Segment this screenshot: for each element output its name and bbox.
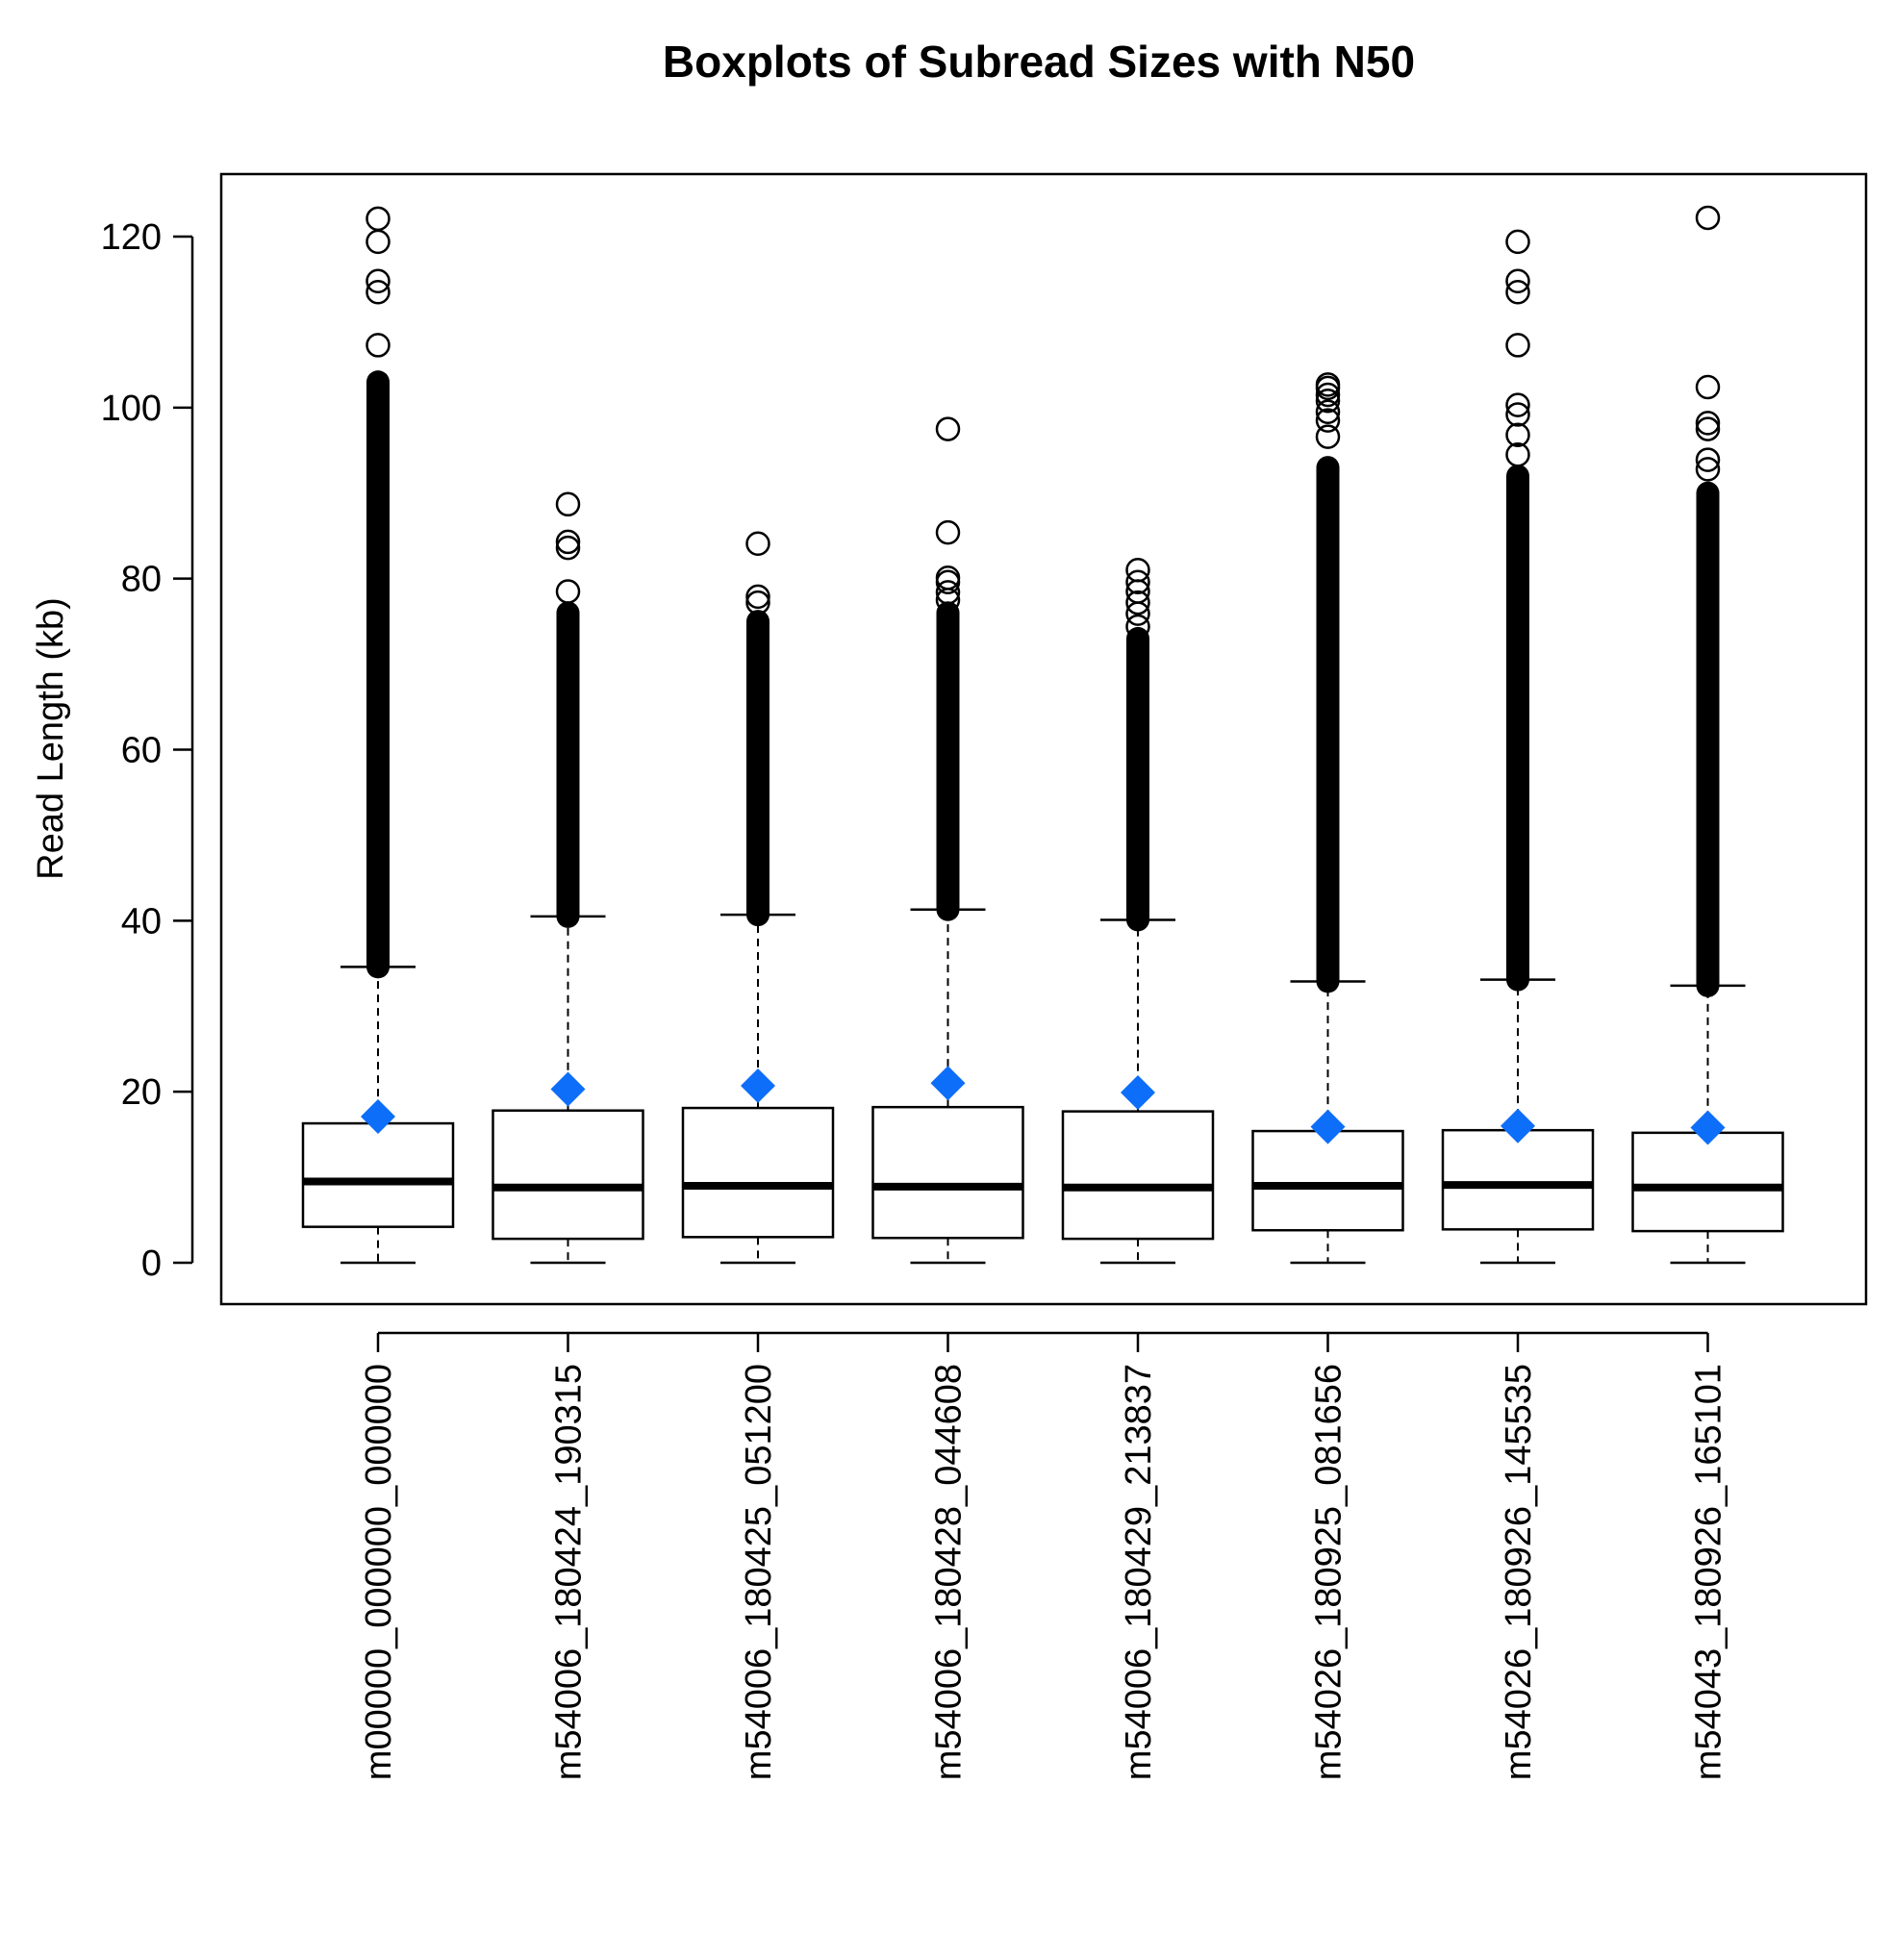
y-tick-label: 20 (121, 1072, 162, 1113)
outlier-point (1125, 590, 1150, 616)
y-tick-label: 120 (101, 217, 162, 258)
y-tick-label: 80 (121, 560, 162, 600)
outlier-point (1125, 569, 1150, 594)
outlier-point (1125, 558, 1150, 583)
outlier-point (1695, 205, 1721, 231)
outlier-point (1505, 422, 1530, 448)
outlier-point (1125, 614, 1150, 640)
box-iqr (1061, 1110, 1215, 1241)
outlier-point (1315, 424, 1341, 449)
n50-marker (930, 1066, 966, 1101)
outlier-point (1315, 399, 1341, 425)
x-tick-label: m54043_180926_165101 (1689, 1364, 1729, 1780)
outlier-point (366, 333, 391, 358)
y-tick-label: 0 (141, 1244, 162, 1284)
outlier-point (1505, 402, 1530, 427)
box-iqr (871, 1105, 1024, 1240)
box-group (871, 416, 1024, 1265)
y-axis: 0 20 40 60 80 100 120 (101, 217, 194, 1284)
outlier-point (1315, 388, 1341, 414)
x-axis: m00000_000000_000000 m54006_180424_190315… (359, 1331, 1729, 1780)
box-iqr (1251, 1129, 1404, 1232)
x-tick-label: m54026_180925_081656 (1309, 1364, 1350, 1780)
box-group (1061, 558, 1215, 1265)
box-group (1631, 205, 1784, 1265)
outlier-point (1695, 457, 1721, 482)
outlier-point (1505, 392, 1530, 417)
outlier-point (1315, 408, 1341, 433)
n50-marker (1501, 1108, 1535, 1143)
outlier-point (935, 580, 961, 605)
outlier-point (935, 416, 961, 441)
outlier-point (1315, 382, 1341, 408)
outlier-point (745, 531, 770, 556)
box-iqr (681, 1106, 835, 1239)
outlier-point (745, 584, 770, 610)
outlier-point (745, 590, 770, 616)
outlier-point (935, 519, 961, 545)
outlier-point (1505, 280, 1530, 305)
box-iqr (1631, 1131, 1784, 1233)
box-group (681, 531, 835, 1265)
outlier-point (1505, 333, 1530, 358)
chart-title: Boxplots of Subread Sizes with N50 (663, 37, 1415, 87)
plot-area (301, 205, 1784, 1265)
outlier-point (555, 529, 581, 555)
x-tick-label: m54006_180428_044608 (929, 1364, 970, 1780)
outlier-point (1315, 372, 1341, 397)
outlier-point (555, 535, 581, 561)
x-tick-label: m54006_180424_190315 (549, 1364, 590, 1780)
outlier-point (1505, 268, 1530, 293)
x-tick-label: m54026_180926_145535 (1499, 1364, 1539, 1780)
outlier-point (366, 229, 391, 255)
y-tick-label: 60 (121, 731, 162, 771)
box-iqr (1441, 1128, 1595, 1231)
box-group (1251, 372, 1404, 1265)
outlier-point (1505, 441, 1530, 467)
n50-marker (1121, 1075, 1155, 1111)
plot-frame (219, 172, 1868, 1306)
outlier-point (1695, 447, 1721, 472)
outlier-point (1505, 229, 1530, 255)
outlier-point (1695, 374, 1721, 400)
n50-marker (550, 1071, 586, 1107)
outlier-point (366, 268, 391, 293)
y-tick-label: 100 (101, 389, 162, 429)
outlier-point (555, 491, 581, 517)
outlier-point (1695, 416, 1721, 441)
y-tick-label: 40 (121, 901, 162, 942)
box-iqr (301, 1121, 455, 1228)
x-tick-label: m54006_180425_051200 (739, 1364, 779, 1780)
box-group (1441, 229, 1595, 1265)
box-iqr (492, 1109, 644, 1241)
y-axis-label: Read Length (kb) (31, 597, 71, 880)
n50-marker (1310, 1109, 1346, 1144)
outlier-point (555, 579, 581, 604)
outlier-point (1695, 411, 1721, 436)
n50-marker (361, 1098, 395, 1134)
x-tick-label: m54006_180429_213837 (1119, 1364, 1159, 1780)
n50-marker (741, 1068, 775, 1103)
box-group (492, 491, 644, 1265)
n50-marker (1690, 1110, 1726, 1145)
outlier-point (366, 280, 391, 305)
outlier-point (935, 565, 961, 591)
outlier-point (366, 206, 391, 232)
x-tick-label: m00000_000000_000000 (359, 1364, 399, 1780)
box-group (301, 206, 455, 1265)
